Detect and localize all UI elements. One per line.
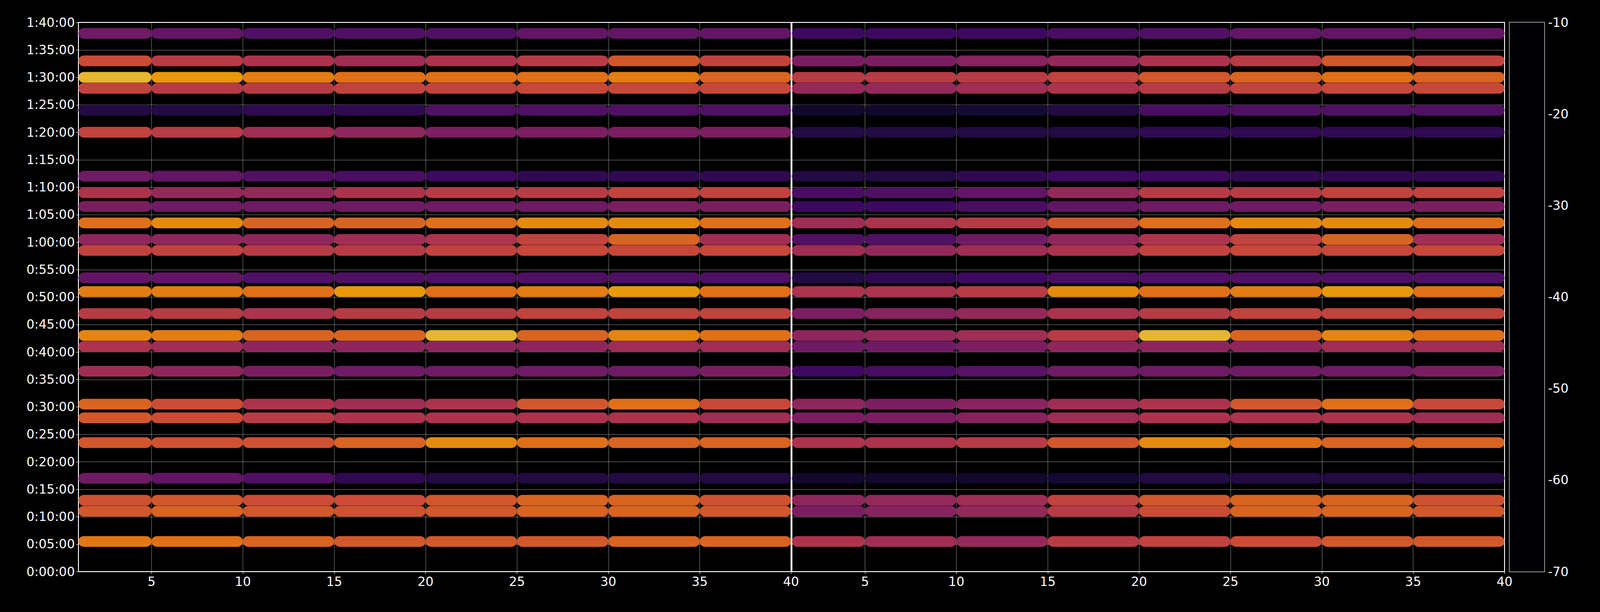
svg-text:30: 30 — [1313, 574, 1330, 589]
svg-text:0:00:00: 0:00:00 — [26, 564, 75, 580]
svg-text:-60: -60 — [1548, 472, 1569, 488]
svg-text:1:05:00: 1:05:00 — [26, 207, 75, 222]
svg-text:0:25:00: 0:25:00 — [26, 426, 75, 442]
svg-text:1:35:00: 1:35:00 — [26, 42, 75, 58]
svg-text:15: 15 — [326, 574, 343, 589]
svg-text:40: 40 — [782, 574, 800, 589]
svg-text:10: 10 — [234, 574, 251, 589]
svg-text:0:10:00: 0:10:00 — [26, 509, 75, 524]
svg-text:1:00:00: 1:00:00 — [26, 234, 75, 250]
svg-text:-10: -10 — [1548, 15, 1569, 31]
svg-text:0:05:00: 0:05:00 — [26, 536, 75, 552]
svg-text:35: 35 — [691, 574, 708, 589]
svg-text:25: 25 — [509, 574, 526, 589]
svg-text:0:30:00: 0:30:00 — [26, 399, 75, 415]
svg-text:15: 15 — [1039, 574, 1056, 589]
svg-text:10: 10 — [948, 574, 965, 589]
svg-text:1:40:00: 1:40:00 — [26, 15, 75, 31]
svg-text:20: 20 — [417, 574, 434, 589]
svg-text:0:15:00: 0:15:00 — [26, 481, 75, 497]
svg-text:1:30:00: 1:30:00 — [26, 69, 75, 85]
svg-text:0:50:00: 0:50:00 — [26, 289, 75, 305]
svg-text:-70: -70 — [1548, 564, 1569, 580]
svg-text:-40: -40 — [1548, 289, 1569, 305]
svg-text:0:45:00: 0:45:00 — [26, 316, 75, 332]
svg-text:0:40:00: 0:40:00 — [26, 344, 75, 360]
svg-text:20: 20 — [1131, 574, 1148, 589]
svg-text:35: 35 — [1405, 574, 1422, 589]
svg-text:25: 25 — [1222, 574, 1239, 589]
svg-text:40: 40 — [1496, 574, 1513, 589]
svg-text:1:20:00: 1:20:00 — [26, 125, 75, 140]
svg-text:1:25:00: 1:25:00 — [26, 97, 75, 113]
svg-text:1:15:00: 1:15:00 — [26, 152, 75, 168]
svg-text:0:35:00: 0:35:00 — [26, 371, 75, 387]
svg-text:-50: -50 — [1548, 380, 1569, 396]
svg-text:5: 5 — [860, 574, 870, 589]
svg-text:1:10:00: 1:10:00 — [26, 179, 75, 195]
svg-text:5: 5 — [147, 574, 156, 589]
svg-text:-20: -20 — [1548, 106, 1569, 122]
svg-text:-30: -30 — [1548, 198, 1569, 213]
svg-text:0:20:00: 0:20:00 — [26, 454, 75, 470]
svg-text:0:55:00: 0:55:00 — [26, 262, 75, 277]
svg-text:30: 30 — [600, 574, 617, 589]
